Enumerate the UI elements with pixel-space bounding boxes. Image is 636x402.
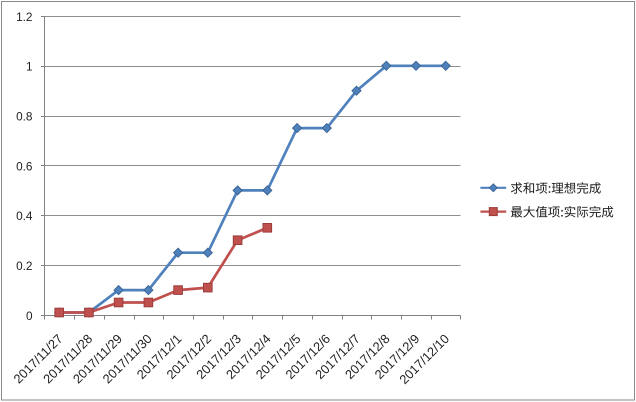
- svg-text:1.2: 1.2: [16, 10, 32, 24]
- svg-text:1: 1: [26, 60, 33, 74]
- svg-text:0: 0: [26, 309, 33, 323]
- svg-text:0.4: 0.4: [16, 209, 33, 223]
- svg-text:0.2: 0.2: [16, 259, 32, 273]
- svg-text:0.8: 0.8: [16, 110, 33, 124]
- svg-text:0.6: 0.6: [16, 159, 33, 173]
